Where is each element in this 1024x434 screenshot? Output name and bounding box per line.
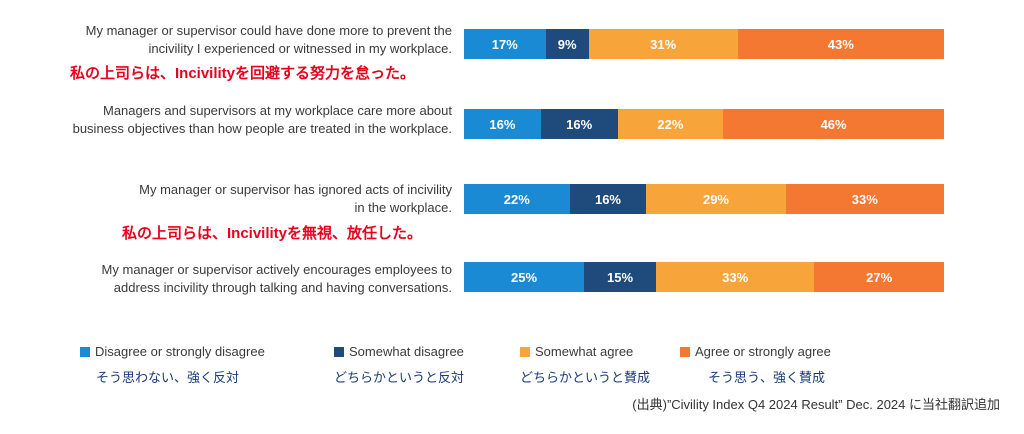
legend-label-disagree: Disagree or strongly disagree	[95, 344, 265, 359]
data-label: 33%	[851, 191, 878, 207]
legend-jp-somewhat-agree: どちらかというと賛成	[520, 370, 651, 385]
bar-row-2: 16% 16% 22% 46%	[464, 109, 944, 139]
bar-segment-somewhat-agree: 33%	[656, 262, 815, 292]
legend-swatch-somewhat-agree	[520, 347, 530, 357]
data-label: 22%	[503, 191, 530, 207]
bar-segment-agree: 27%	[814, 262, 944, 292]
bar-segment-somewhat-disagree: 16%	[540, 109, 618, 139]
bar-segment-somewhat-disagree: 16%	[569, 184, 647, 214]
legend-label-somewhat-agree: Somewhat agree	[535, 344, 634, 359]
question-label-1: My manager or supervisor could have done…	[12, 22, 452, 58]
data-label: 25%	[510, 269, 538, 285]
data-label: 15%	[606, 269, 634, 285]
bar-segment-somewhat-agree: 29%	[646, 184, 786, 214]
legend-swatch-disagree	[80, 347, 90, 357]
question-label-4: My manager or supervisor actively encour…	[12, 261, 452, 297]
data-label: 31%	[650, 36, 677, 52]
legend-item-disagree: Disagree or strongly disagree	[80, 344, 265, 359]
legend-item-somewhat-agree: Somewhat agree	[520, 344, 633, 359]
bar-segment-somewhat-disagree: 15%	[584, 262, 656, 292]
bar-segment-somewhat-agree: 31%	[588, 29, 738, 59]
data-label: 16%	[489, 116, 516, 132]
legend-label-somewhat-disagree: Somewhat disagree	[349, 344, 464, 359]
bar-segment-agree: 33%	[785, 184, 944, 214]
question-1-line-1: My manager or supervisor could have done…	[85, 23, 452, 38]
question-3-note: 私の上司らは、Incivilityを無視、放任した。	[122, 225, 423, 242]
question-4-line-2: address incivility through talking and h…	[113, 280, 452, 295]
question-label-2: Managers and supervisors at my workplace…	[12, 102, 452, 138]
bar-row-4: 25% 15% 33% 27%	[464, 262, 944, 292]
bar-row-3: 22% 16% 29% 33%	[464, 184, 944, 214]
bar-segment-disagree: 25%	[464, 262, 584, 292]
legend-swatch-somewhat-disagree	[334, 347, 344, 357]
question-1-note: 私の上司らは、Incivilityを回避する努力を怠った。	[70, 65, 416, 82]
legend-label-agree: Agree or strongly agree	[695, 344, 831, 359]
question-2-line-2: business objectives than how people are …	[72, 121, 452, 136]
legend-swatch-agree	[680, 347, 690, 357]
data-label: 46%	[820, 116, 847, 132]
data-label: 16%	[594, 191, 621, 207]
bar-segment-disagree: 17%	[464, 29, 546, 59]
bar-segment-disagree: 22%	[464, 184, 570, 214]
question-4-line-1: My manager or supervisor actively encour…	[101, 262, 452, 277]
bar-row-1: 17% 9% 31% 43%	[464, 29, 944, 59]
question-3-line-2: in the workplace.	[354, 200, 452, 215]
data-label: 22%	[657, 116, 684, 132]
legend-jp-agree: そう思う、強く賛成	[708, 370, 826, 385]
legend-item-agree: Agree or strongly agree	[680, 344, 831, 359]
data-label: 29%	[702, 191, 729, 207]
bar-segment-disagree: 16%	[464, 109, 541, 139]
legend-jp-somewhat-disagree: どちらかというと反対	[334, 370, 465, 385]
legend-item-somewhat-disagree: Somewhat disagree	[334, 344, 464, 359]
question-1-line-2: incivility I experienced or witnessed in…	[148, 41, 452, 56]
question-label-3: My manager or supervisor has ignored act…	[12, 181, 452, 217]
data-label: 43%	[827, 36, 854, 52]
bar-segment-agree: 43%	[737, 29, 944, 59]
data-label: 16%	[566, 116, 593, 132]
data-label: 33%	[722, 269, 749, 285]
source-note: (出典)”Civility Index Q4 2024 Result” Dec.…	[632, 397, 1000, 412]
question-3-line-1: My manager or supervisor has ignored act…	[139, 182, 452, 197]
question-2-line-1: Managers and supervisors at my workplace…	[103, 103, 452, 118]
bar-segment-agree: 46%	[723, 109, 944, 139]
data-label: 17%	[491, 36, 518, 52]
bar-segment-somewhat-disagree: 9%	[545, 29, 589, 59]
bar-segment-somewhat-agree: 22%	[617, 109, 724, 139]
data-label: 9%	[557, 36, 577, 52]
legend-jp-disagree: そう思わない、強く反対	[96, 370, 240, 385]
data-label: 27%	[866, 269, 893, 285]
